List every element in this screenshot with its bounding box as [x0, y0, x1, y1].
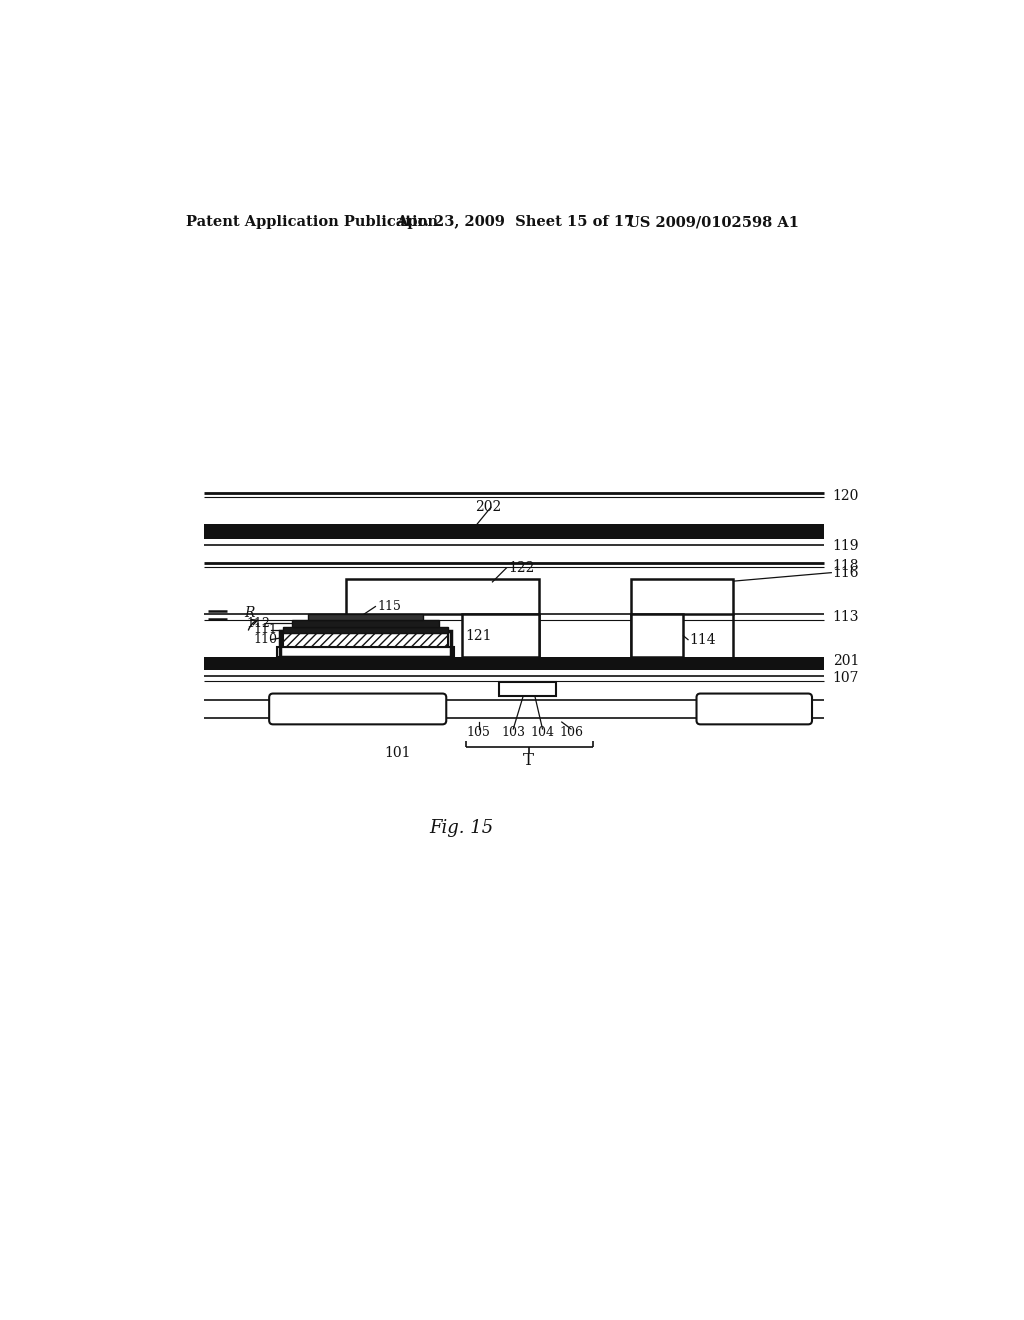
Bar — [204, 657, 823, 669]
Text: 114: 114 — [689, 632, 716, 647]
Text: 110: 110 — [254, 634, 278, 647]
Text: 106: 106 — [559, 726, 583, 739]
Text: 103: 103 — [502, 726, 525, 739]
Bar — [283, 632, 447, 647]
Bar — [280, 631, 451, 657]
Bar — [346, 578, 539, 614]
Bar — [292, 620, 438, 627]
Text: 122: 122 — [508, 561, 535, 576]
Bar — [276, 647, 454, 657]
Bar — [204, 524, 823, 539]
Text: R: R — [245, 606, 255, 620]
Text: 107: 107 — [833, 671, 859, 685]
Text: 102: 102 — [741, 702, 767, 715]
Text: T: T — [523, 752, 535, 770]
FancyBboxPatch shape — [696, 693, 812, 725]
Text: 115: 115 — [377, 601, 400, 612]
Text: 102: 102 — [344, 702, 371, 715]
Text: 119: 119 — [833, 540, 859, 553]
Text: 105: 105 — [467, 726, 490, 739]
Bar — [462, 614, 539, 657]
Text: 104: 104 — [530, 726, 555, 739]
Text: 121: 121 — [466, 628, 492, 643]
Text: Apr. 23, 2009  Sheet 15 of 17: Apr. 23, 2009 Sheet 15 of 17 — [396, 215, 635, 230]
Bar — [283, 627, 447, 632]
Text: 116: 116 — [833, 566, 859, 579]
Text: 113: 113 — [833, 610, 859, 623]
Text: 111: 111 — [254, 623, 278, 636]
Text: 118: 118 — [833, 558, 859, 573]
Text: 202: 202 — [475, 500, 502, 515]
Bar — [307, 614, 423, 620]
Bar — [631, 578, 733, 614]
Text: 112: 112 — [246, 616, 270, 630]
Text: 201: 201 — [833, 655, 859, 668]
Text: US 2009/0102598 A1: US 2009/0102598 A1 — [628, 215, 799, 230]
Bar — [631, 614, 683, 657]
FancyBboxPatch shape — [269, 693, 446, 725]
Text: Fig. 15: Fig. 15 — [429, 820, 494, 837]
Text: 101: 101 — [385, 746, 412, 760]
Text: Patent Application Publication: Patent Application Publication — [186, 215, 438, 230]
Text: 120: 120 — [833, 488, 859, 503]
Bar — [499, 682, 556, 696]
